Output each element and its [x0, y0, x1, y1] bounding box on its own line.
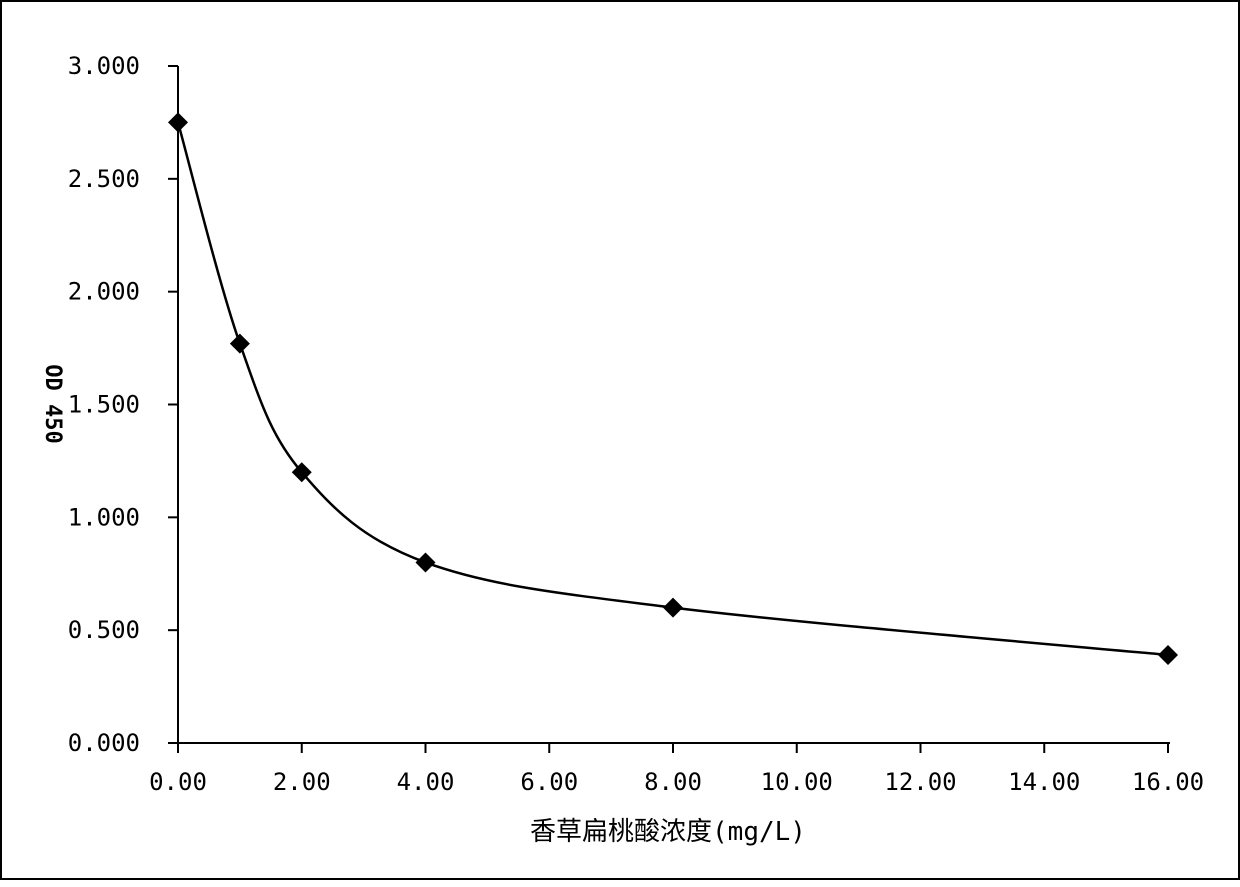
y-axis-title: OD 450 — [40, 364, 65, 443]
series-curve — [176, 122, 1169, 657]
y-tick-label: 2.000 — [68, 278, 140, 306]
y-tick-label: 0.500 — [68, 616, 140, 644]
x-tick-label: 4.00 — [397, 768, 455, 796]
labels-layer: 香草扁桃酸浓度(mg/L) OD 450 — [40, 364, 806, 847]
data-point — [415, 552, 436, 573]
data-point — [168, 112, 188, 133]
x-tick-label: 16.00 — [1132, 768, 1204, 796]
x-tick-label: 14.00 — [1008, 768, 1080, 796]
x-tick-label: 2.00 — [273, 768, 331, 796]
y-tick-label: 1.500 — [68, 391, 140, 419]
data-point — [291, 462, 312, 483]
data-point — [1158, 644, 1178, 665]
points-layer — [168, 112, 1178, 665]
data-point — [663, 597, 683, 618]
x-tick-label: 6.00 — [520, 768, 578, 796]
y-tick-label: 3.000 — [68, 52, 140, 80]
y-tick-label: 0.000 — [68, 729, 140, 757]
y-tick-label: 2.500 — [68, 165, 140, 193]
axes-layer: 0.000 0.500 1.000 1.500 2.000 2.500 3.000 0.00 2… — [68, 52, 1204, 796]
data-point — [229, 333, 250, 354]
x-tick-label: 12.00 — [884, 768, 956, 796]
x-axis-title: 香草扁桃酸浓度(mg/L) — [530, 817, 806, 847]
y-tick-label: 1.000 — [68, 503, 140, 531]
curve-layer — [176, 122, 1169, 657]
x-tick-label: 0.00 — [149, 768, 207, 796]
x-tick-label: 10.00 — [761, 768, 833, 796]
x-tick-label: 8.00 — [644, 768, 702, 796]
